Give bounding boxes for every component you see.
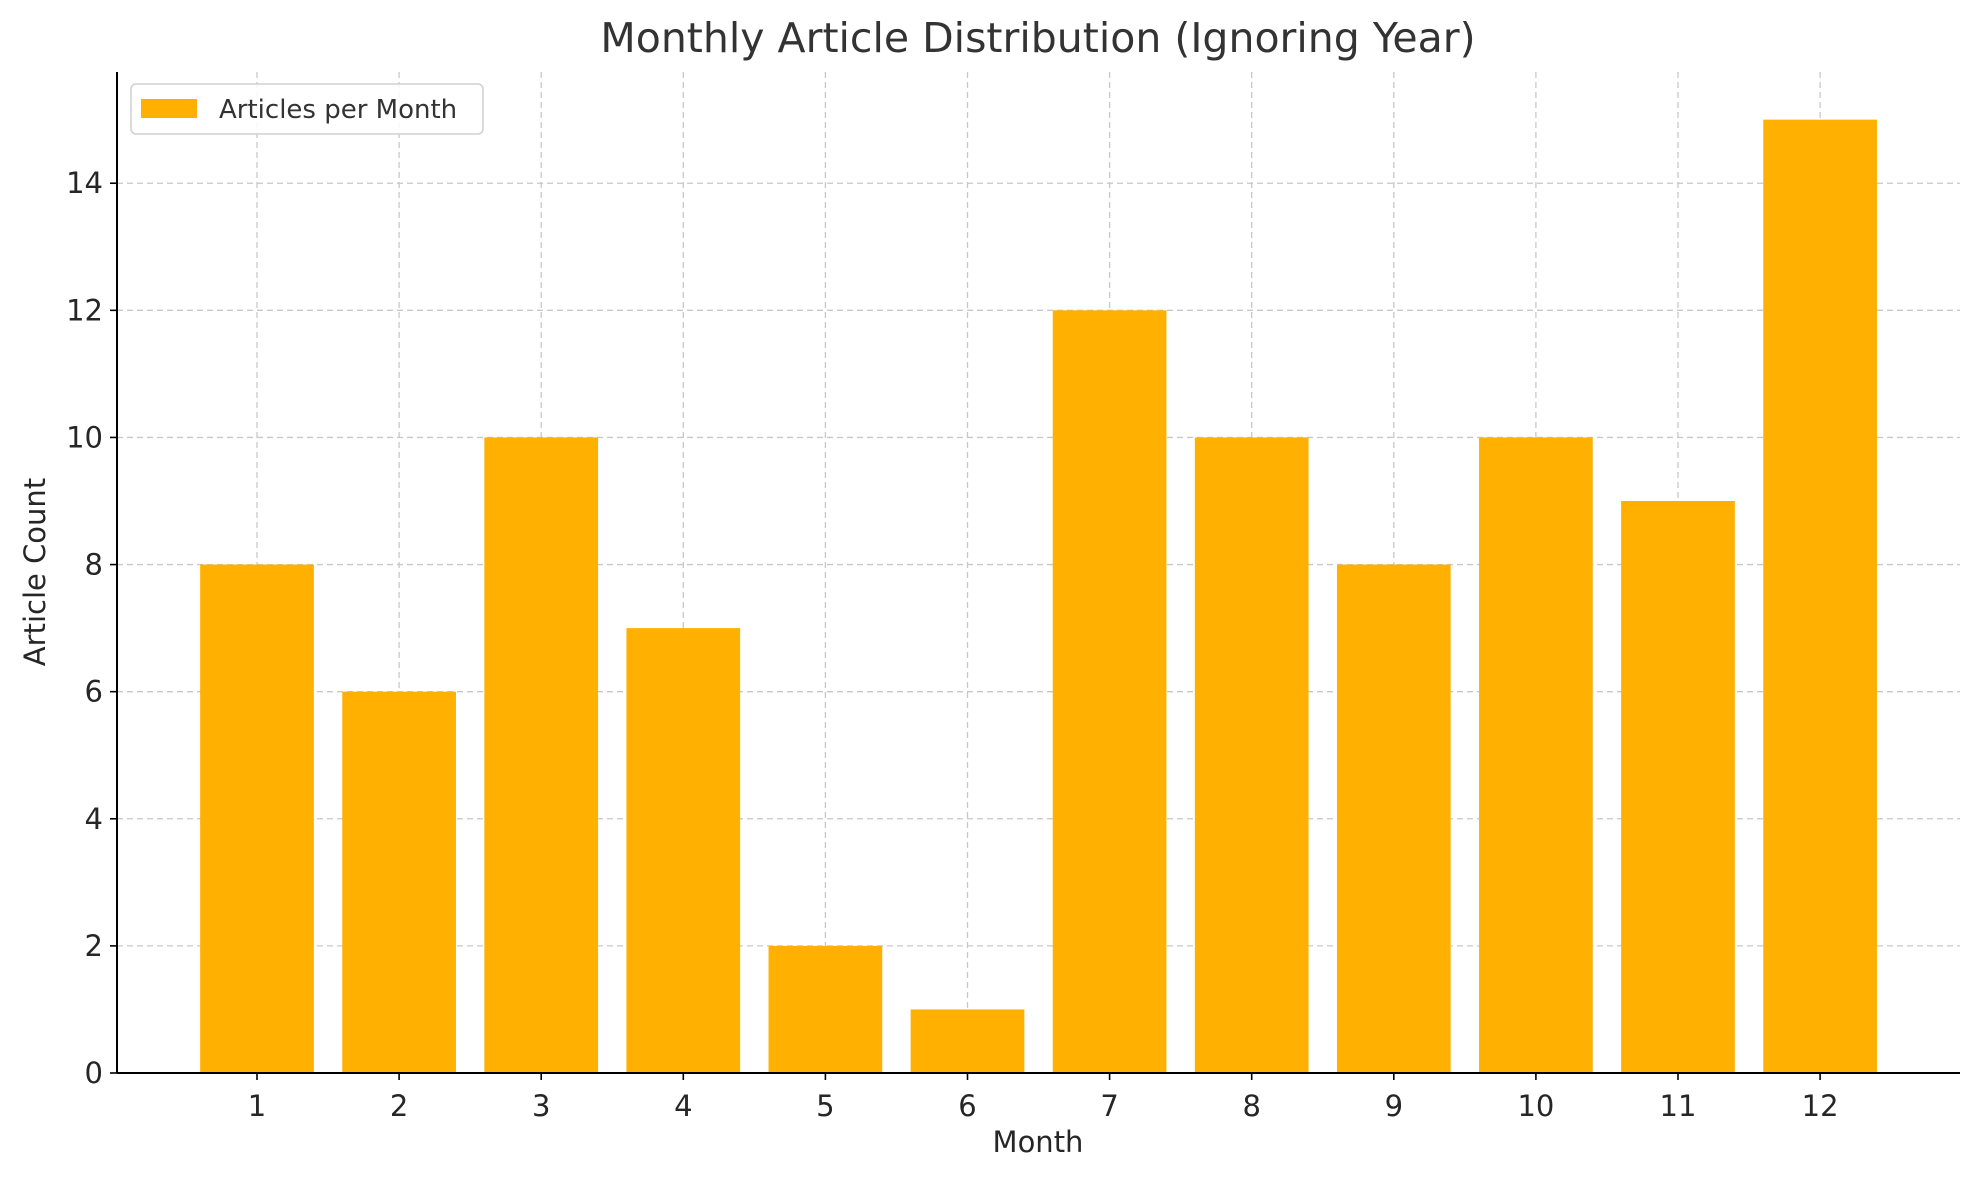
bar-month-12 — [1763, 119, 1877, 1073]
x-tick-label: 6 — [958, 1089, 976, 1123]
y-tick-label: 14 — [66, 166, 103, 200]
bar-month-5 — [768, 945, 883, 1073]
x-tick-label: 8 — [1242, 1089, 1260, 1123]
bar-month-2 — [342, 691, 456, 1073]
y-tick-label: 10 — [66, 420, 103, 454]
x-tick-label: 9 — [1385, 1089, 1403, 1123]
bar-month-10 — [1479, 437, 1593, 1073]
y-tick-label: 12 — [66, 293, 103, 327]
bar-month-11 — [1621, 501, 1735, 1073]
legend: Articles per Month — [130, 83, 484, 135]
legend-swatch — [141, 99, 197, 118]
legend-label: Articles per Month — [219, 95, 457, 125]
bar-month-3 — [484, 437, 599, 1073]
x-tick-label: 11 — [1660, 1089, 1697, 1123]
bar-month-1 — [200, 564, 314, 1073]
y-tick-label: 4 — [85, 802, 103, 836]
y-tick-label: 8 — [85, 548, 103, 582]
x-tick-label: 1 — [248, 1089, 266, 1123]
x-tick-label: 7 — [1100, 1089, 1118, 1123]
bars — [200, 119, 1877, 1073]
x-tick-label: 2 — [390, 1089, 408, 1123]
legend-box — [130, 83, 484, 135]
bar-month-6 — [910, 1009, 1025, 1073]
bar-month-4 — [626, 628, 741, 1073]
x-tick-label: 12 — [1802, 1089, 1839, 1123]
y-tick-label: 2 — [85, 929, 103, 963]
chart-title: Monthly Article Distribution (Ignoring Y… — [600, 14, 1475, 62]
y-ticks: 0 2 4 6 8 10 12 14 — [66, 166, 117, 1090]
bar-month-8 — [1194, 437, 1309, 1073]
x-tick-label: 10 — [1517, 1089, 1554, 1123]
x-ticks: 1 2 3 4 5 6 7 8 9 10 11 12 — [248, 1073, 1839, 1123]
x-tick-label: 5 — [816, 1089, 834, 1123]
bar-month-9 — [1336, 564, 1451, 1073]
x-axis-label: Month — [993, 1125, 1084, 1159]
y-tick-label: 0 — [85, 1056, 103, 1090]
y-axis-label: Article Count — [18, 478, 52, 666]
x-tick-label: 3 — [532, 1089, 550, 1123]
axes — [116, 72, 1960, 1074]
x-tick-label: 4 — [674, 1089, 692, 1123]
bar-month-7 — [1052, 310, 1167, 1073]
y-tick-label: 6 — [85, 675, 103, 709]
